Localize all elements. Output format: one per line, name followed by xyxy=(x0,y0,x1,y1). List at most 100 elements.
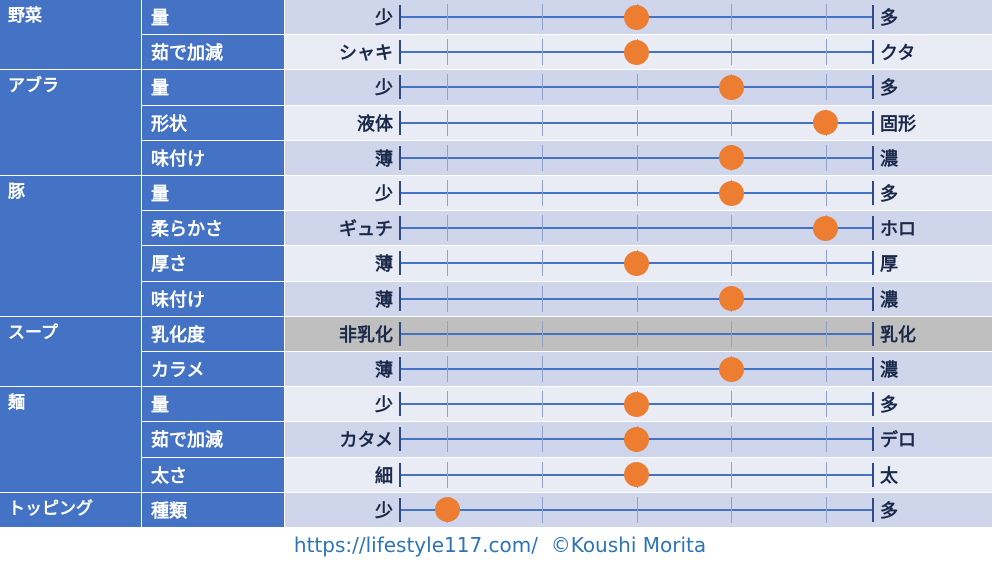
scale-tick xyxy=(447,74,449,101)
scale-end-cap xyxy=(872,5,874,30)
item-label: 味付け xyxy=(142,140,284,175)
item-label: 量 xyxy=(142,176,284,211)
scale-high-label: 濃 xyxy=(880,289,898,311)
scale-high-label: 多 xyxy=(880,78,898,100)
scale-end-cap xyxy=(872,462,874,487)
rating-dot xyxy=(813,215,839,241)
scale-end-cap xyxy=(399,110,401,135)
scale-end-cap xyxy=(872,145,874,170)
scale-low-label: カタメ xyxy=(339,430,393,452)
scale-end-cap xyxy=(872,40,874,65)
footer-credit: https://lifestyle117.com/ ©Koushi Morita xyxy=(293,533,707,557)
category-label: トッピング xyxy=(0,492,141,527)
scale-tick xyxy=(731,4,733,31)
scale-end-cap xyxy=(399,145,401,170)
scale-tick xyxy=(447,391,449,418)
scale-high-label: デロ xyxy=(880,430,916,452)
scale-cell: 非乳化 乳化 xyxy=(285,316,992,351)
scale-tick xyxy=(541,215,543,242)
scale-high-label: 乳化 xyxy=(880,324,916,346)
scale-cell: 薄濃 xyxy=(285,140,992,175)
scale-end-cap xyxy=(399,462,401,487)
item-label: 柔らかさ xyxy=(142,211,284,246)
item-label: 乳化度 xyxy=(142,316,284,351)
rating-dot xyxy=(434,497,460,523)
scale-tick xyxy=(447,461,449,488)
scale-high-label: 太 xyxy=(880,465,898,487)
scale-cell: シャキ クタ xyxy=(285,35,992,70)
scale-tick xyxy=(825,144,827,171)
scale-end-cap xyxy=(872,110,874,135)
rating-dot xyxy=(624,4,649,30)
rating-dot xyxy=(813,110,839,136)
scale-tick xyxy=(825,426,827,453)
scale-end-cap xyxy=(872,392,874,417)
scale-high-label: 固形 xyxy=(880,113,916,135)
scale-end-cap xyxy=(872,357,874,382)
scale-high-label: 多 xyxy=(880,8,898,30)
scale-cell: 少多 xyxy=(285,492,992,527)
scale-tick xyxy=(636,215,638,242)
category-label: 豚 xyxy=(0,176,141,316)
rating-dot xyxy=(624,391,649,417)
scale-tick xyxy=(731,215,733,242)
scale-cell: 液体 固形 xyxy=(285,105,992,140)
item-label: 量 xyxy=(142,0,284,35)
scale-tick xyxy=(447,215,449,242)
scale-end-cap xyxy=(399,75,401,100)
scale-end-cap xyxy=(399,251,401,276)
rating-dot xyxy=(718,180,744,206)
scale-low-label: 細 xyxy=(375,465,393,487)
scale-tick xyxy=(447,109,449,136)
rating-dot xyxy=(624,462,649,488)
scale-tick xyxy=(636,74,638,101)
scale-tick xyxy=(447,426,449,453)
scale-end-cap xyxy=(399,181,401,206)
scale-tick xyxy=(541,391,543,418)
scale-cell: 薄濃 xyxy=(285,352,992,387)
category-label: 麺 xyxy=(0,387,141,492)
scale-tick xyxy=(447,180,449,207)
scale-end-cap xyxy=(872,427,874,452)
scale-cell: ギュチ ホロ xyxy=(285,211,992,246)
scale-tick xyxy=(731,320,733,347)
scale-cell: 薄厚 xyxy=(285,246,992,281)
scale-low-label: 薄 xyxy=(375,289,393,311)
scale-low-label: 少 xyxy=(375,500,393,522)
item-label: 量 xyxy=(142,70,284,105)
rating-dot xyxy=(718,356,744,382)
scale-high-label: ホロ xyxy=(880,219,916,241)
scale-high-label: 厚 xyxy=(880,254,898,276)
item-label: 茹で加減 xyxy=(142,422,284,457)
category-label: スープ xyxy=(0,316,141,387)
rating-dot xyxy=(718,145,744,171)
scale-low-label: 非乳化 xyxy=(339,324,393,346)
scale-tick xyxy=(825,320,827,347)
scale-low-label: 薄 xyxy=(375,148,393,170)
scale-high-label: 多 xyxy=(880,500,898,522)
scale-high-label: 濃 xyxy=(880,360,898,382)
scale-tick xyxy=(541,285,543,312)
scale-tick xyxy=(447,39,449,66)
scale-high-label: 濃 xyxy=(880,148,898,170)
scale-tick xyxy=(541,250,543,277)
scale-tick xyxy=(541,461,543,488)
scale-tick xyxy=(731,39,733,66)
scale-tick xyxy=(541,496,543,523)
scale-tick xyxy=(541,356,543,383)
scale-tick xyxy=(447,285,449,312)
scale-tick xyxy=(731,391,733,418)
scale-tick xyxy=(731,109,733,136)
scale-tick xyxy=(541,426,543,453)
scale-end-cap xyxy=(399,427,401,452)
scale-end-cap xyxy=(872,181,874,206)
item-label: 種類 xyxy=(142,492,284,527)
scale-tick xyxy=(825,391,827,418)
scale-low-label: ギュチ xyxy=(339,219,393,241)
item-label: 味付け xyxy=(142,281,284,316)
scale-tick xyxy=(636,320,638,347)
item-label: 量 xyxy=(142,387,284,422)
rating-table: 野菜量少多茹で加減 シャキ クタ アブラ量少多形状 液体 固形 味付け薄濃豚量少多柔らかさギ… xyxy=(0,0,992,527)
scale-tick xyxy=(447,320,449,347)
rating-dot xyxy=(718,286,744,312)
